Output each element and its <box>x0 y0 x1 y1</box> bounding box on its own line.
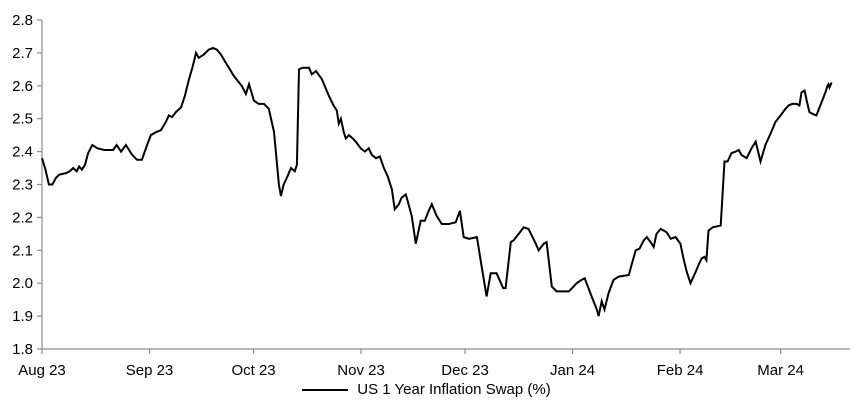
y-tick-label: 2.8 <box>12 12 33 29</box>
legend: US 1 Year Inflation Swap (%) <box>0 381 853 398</box>
legend-line-sample-icon <box>302 388 349 391</box>
x-tick-label: Aug 23 <box>18 362 66 379</box>
x-tick-label: Nov 23 <box>337 362 385 379</box>
x-tick-label: Oct 23 <box>231 362 275 379</box>
y-tick-label: 2.7 <box>12 45 33 62</box>
legend-label: US 1 Year Inflation Swap (%) <box>357 381 551 398</box>
y-tick-label: 2.0 <box>12 275 33 292</box>
x-tick-label: Dec 23 <box>441 362 489 379</box>
y-tick-label: 2.1 <box>12 242 33 259</box>
y-tick-label: 2.5 <box>12 111 33 128</box>
y-tick-label: 1.9 <box>12 308 33 325</box>
y-tick-label: 2.3 <box>12 177 33 194</box>
series-line <box>41 46 833 317</box>
x-tick-label: Jan 24 <box>550 362 595 379</box>
x-tick-label: Feb 24 <box>657 362 704 379</box>
x-tick-label: Sep 23 <box>126 362 174 379</box>
y-tick-label: 1.8 <box>12 341 33 358</box>
x-tick-label: Mar 24 <box>757 362 804 379</box>
y-tick-label: 2.4 <box>12 144 33 161</box>
y-tick-label: 2.2 <box>12 209 33 226</box>
y-tick-label: 2.6 <box>12 78 33 95</box>
